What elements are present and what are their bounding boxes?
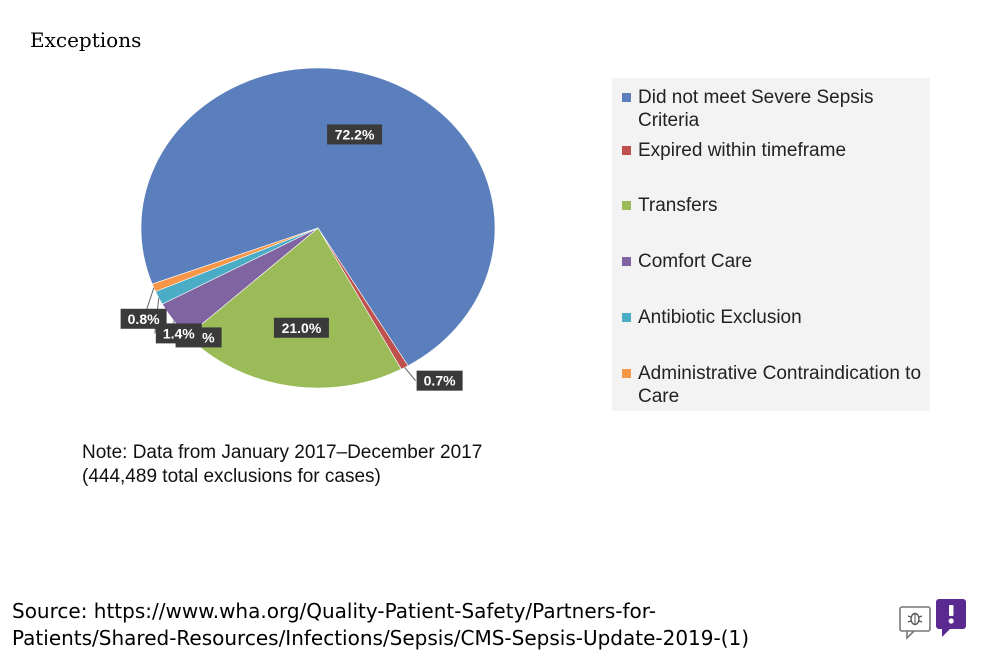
legend-item-did-not-meet: Did not meet Severe Sepsis Criteria	[622, 86, 928, 132]
bug-report-chat-icon[interactable]	[898, 597, 968, 643]
chart-legend: Did not meet Severe Sepsis Criteria Expi…	[612, 78, 930, 411]
legend-swatch	[622, 313, 631, 322]
legend-swatch	[622, 146, 631, 155]
legend-label: Comfort Care	[638, 251, 753, 272]
data-label-text: 0.8%	[128, 311, 160, 327]
data-label-box	[155, 323, 202, 344]
note-line-1: Note: Data from January 2017–December 20…	[82, 442, 483, 463]
legend-label: Antibiotic Exclusion	[638, 307, 802, 328]
legend-label: Administrative Contraindication to Care	[638, 363, 922, 407]
legend-item-administrative: Administrative Contraindication to Care	[622, 362, 928, 408]
legend-label: Transfers	[638, 195, 718, 216]
data-label: 0.7%	[416, 370, 463, 391]
legend-swatch	[622, 257, 631, 266]
chart-note: Note: Data from January 2017–December 20…	[82, 441, 482, 489]
legend-item-comfort-care: Comfort Care	[622, 250, 928, 273]
data-label-box	[416, 370, 463, 391]
note-line-2: (444,489 total exclusions for cases)	[82, 466, 381, 487]
source-citation: Source: https://www.wha.org/Quality-Pati…	[12, 598, 872, 652]
data-label-text: 0.7%	[424, 373, 456, 389]
data-label: 72.2%	[327, 124, 383, 145]
data-label-box	[327, 124, 383, 145]
source-line-1: Source: https://www.wha.org/Quality-Pati…	[12, 599, 656, 623]
data-label-text: 21.0%	[282, 320, 322, 336]
legend-swatch	[622, 93, 631, 102]
legend-label: Expired within timeframe	[638, 140, 847, 161]
pie-slice	[186, 227, 402, 389]
legend-item-antibiotic: Antibiotic Exclusion	[622, 306, 928, 329]
legend-item-transfers: Transfers	[622, 194, 928, 217]
pie-slice	[151, 227, 319, 292]
data-label: 21.0%	[273, 317, 329, 338]
source-line-2: Patients/Shared-Resources/Infections/Sep…	[12, 626, 750, 650]
data-label-text: 72.2%	[335, 126, 375, 142]
legend-item-expired: Expired within timeframe	[622, 139, 928, 162]
legend-swatch	[622, 369, 631, 378]
data-label-box	[120, 308, 167, 329]
slide-title: Exceptions	[30, 28, 142, 52]
data-label: 1.4%	[155, 323, 202, 344]
data-label-text: 1.4%	[163, 325, 195, 341]
legend-label: Did not meet Severe Sepsis Criteria	[638, 87, 874, 131]
label-leader-line	[404, 367, 416, 381]
pie-slice	[140, 67, 496, 367]
data-label: 0.8%	[120, 308, 167, 329]
data-label-box	[273, 317, 329, 338]
legend-swatch	[622, 201, 631, 210]
